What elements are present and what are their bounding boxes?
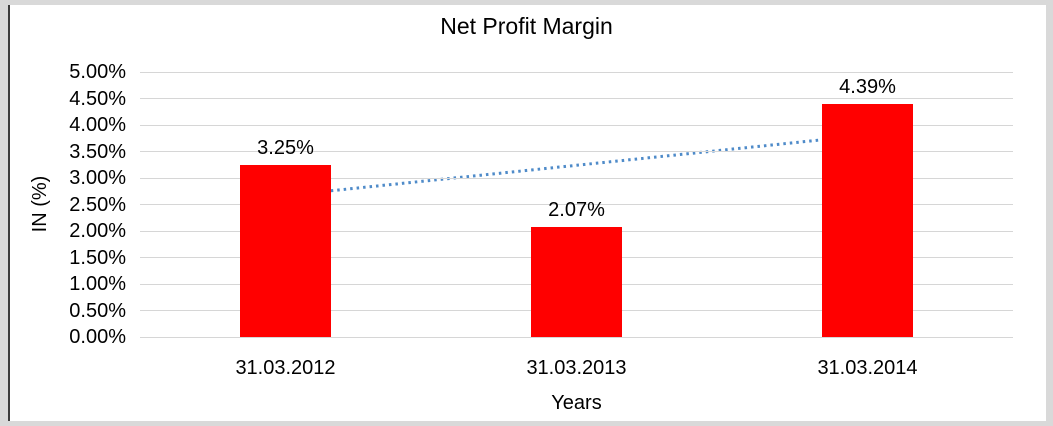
bar xyxy=(822,104,913,337)
trendline-layer xyxy=(285,133,868,197)
bar-value-label: 4.39% xyxy=(839,76,896,99)
frame-edge-top xyxy=(0,0,1053,5)
bar-value-label: 3.25% xyxy=(257,136,314,159)
gridline xyxy=(140,124,1013,126)
gridline xyxy=(140,204,1013,205)
y-tick-label: 1.50% xyxy=(69,246,126,269)
gridline xyxy=(140,98,1013,99)
bar xyxy=(240,164,331,337)
y-tick-label: 1.00% xyxy=(69,273,126,295)
x-tick-label: 31.03.2014 xyxy=(817,357,918,379)
gridline xyxy=(140,336,1013,338)
bar-value-label: 2.07% xyxy=(548,199,605,222)
y-tick-label: 2.50% xyxy=(69,193,126,216)
chart-title: Net Profit Margin xyxy=(440,13,613,39)
frame-edge-bottom xyxy=(0,421,1053,426)
bar xyxy=(531,227,622,337)
frame-left-border xyxy=(8,5,10,421)
gridline xyxy=(140,151,1013,152)
y-tick-label: 0.50% xyxy=(69,299,126,322)
plot-area xyxy=(140,71,1013,338)
y-tick-label: 3.50% xyxy=(69,140,126,163)
y-tick-label: 0.00% xyxy=(69,326,126,348)
frame-edge-right xyxy=(1046,0,1053,426)
y-tick-label: 4.00% xyxy=(69,114,126,136)
x-tick-label: 31.03.2013 xyxy=(526,357,627,379)
trendline xyxy=(285,133,868,197)
x-axis-title: Years xyxy=(551,392,602,414)
y-tick-label: 5.00% xyxy=(69,61,126,83)
y-tick-label: 2.00% xyxy=(69,220,126,242)
y-tick-label: 3.00% xyxy=(69,167,126,189)
gridline xyxy=(140,177,1013,179)
x-tick-label: 31.03.2012 xyxy=(235,357,336,379)
gridline xyxy=(140,71,1013,73)
y-tick-label: 4.50% xyxy=(69,87,126,110)
frame-edge-left xyxy=(0,0,8,426)
